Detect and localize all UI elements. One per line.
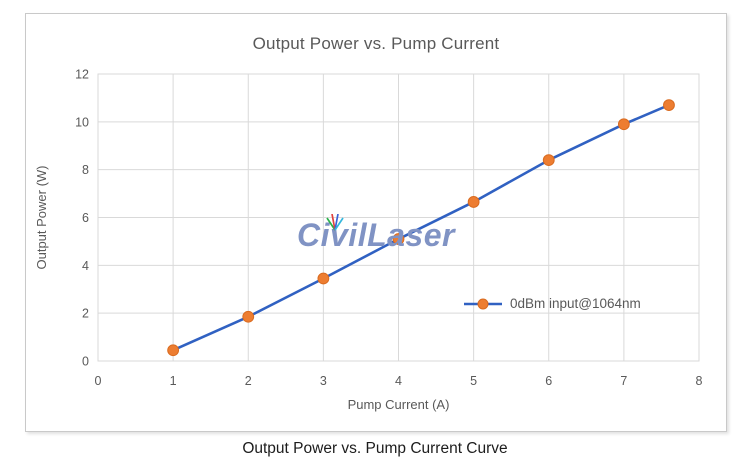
x-tick-label: 1 [170, 374, 177, 388]
watermark-text: CivilLaser [297, 217, 455, 253]
data-point-marker[interactable] [242, 310, 255, 323]
x-tick-label: 4 [395, 374, 402, 388]
series-line [171, 103, 671, 352]
y-tick-label: 10 [75, 115, 89, 129]
data-point-marker[interactable] [617, 118, 630, 131]
y-tick-label: 0 [82, 355, 89, 369]
x-tick-label: 6 [545, 374, 552, 388]
x-tick-label: 2 [245, 374, 252, 388]
y-tick-label: 12 [75, 68, 89, 82]
chart-title: Output Power vs. Pump Current [252, 34, 500, 53]
data-point-marker[interactable] [392, 233, 405, 245]
x-tick-label: 0 [95, 374, 102, 388]
y-axis-title: Output Power (W) [34, 165, 49, 269]
x-tick-label: 5 [470, 374, 477, 388]
data-point-marker[interactable] [167, 344, 180, 357]
x-tick-label: 8 [696, 374, 703, 388]
x-tick-label: 3 [320, 374, 327, 388]
watermark-fan-ray [326, 217, 336, 231]
legend-marker-icon [464, 298, 502, 309]
chart-frame: Output Power vs. Pump Current 0 2 4 6 8 10 12 0… [25, 13, 727, 432]
x-axis-title: Pump Current (A) [348, 397, 450, 412]
watermark-fan-ray [334, 217, 344, 231]
watermark-fan-icon [326, 214, 344, 231]
y-tick-label: 4 [82, 259, 89, 273]
y-tick-label: 8 [82, 163, 89, 177]
watermark-fan-ray [334, 214, 339, 231]
data-point-marker[interactable] [663, 99, 675, 111]
y-tick-label: 2 [82, 307, 89, 321]
data-point-marker[interactable] [317, 272, 330, 285]
watermark-fan-ray [331, 214, 336, 231]
legend[interactable]: 0dBm input@1064nm [463, 296, 641, 311]
legend-label: 0dBm input@1064nm [510, 296, 641, 311]
data-point-marker[interactable] [467, 196, 480, 208]
watermark: CivilLaser [297, 214, 455, 254]
plot-border [97, 73, 700, 362]
y-tick-label: 6 [82, 211, 89, 225]
data-point-marker[interactable] [542, 154, 555, 167]
x-tick-label: 7 [620, 374, 627, 388]
chart-caption: Output Power vs. Pump Current Curve [242, 440, 508, 457]
